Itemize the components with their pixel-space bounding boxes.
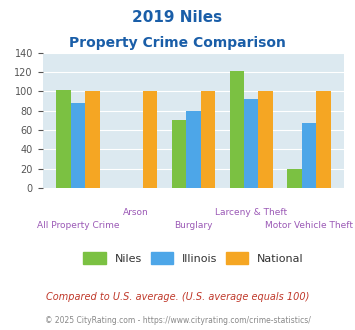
Legend: Niles, Illinois, National: Niles, Illinois, National <box>79 248 308 268</box>
Text: © 2025 CityRating.com - https://www.cityrating.com/crime-statistics/: © 2025 CityRating.com - https://www.city… <box>45 316 310 325</box>
Bar <box>244 99 258 188</box>
Text: 2019 Niles: 2019 Niles <box>132 10 223 25</box>
Bar <box>302 123 316 188</box>
Bar <box>230 71 244 188</box>
Bar <box>56 89 71 188</box>
Text: Larceny & Theft: Larceny & Theft <box>215 208 287 216</box>
Bar <box>316 91 331 188</box>
Text: Burglary: Burglary <box>174 221 213 230</box>
Bar <box>143 91 157 188</box>
Bar <box>71 103 85 188</box>
Text: Motor Vehicle Theft: Motor Vehicle Theft <box>265 221 353 230</box>
Text: Compared to U.S. average. (U.S. average equals 100): Compared to U.S. average. (U.S. average … <box>46 292 309 302</box>
Text: Arson: Arson <box>123 208 149 216</box>
Bar <box>172 120 186 188</box>
Bar <box>258 91 273 188</box>
Text: All Property Crime: All Property Crime <box>37 221 119 230</box>
Text: Property Crime Comparison: Property Crime Comparison <box>69 36 286 50</box>
Bar <box>85 91 100 188</box>
Bar <box>201 91 215 188</box>
Bar <box>186 111 201 188</box>
Bar <box>287 169 302 188</box>
